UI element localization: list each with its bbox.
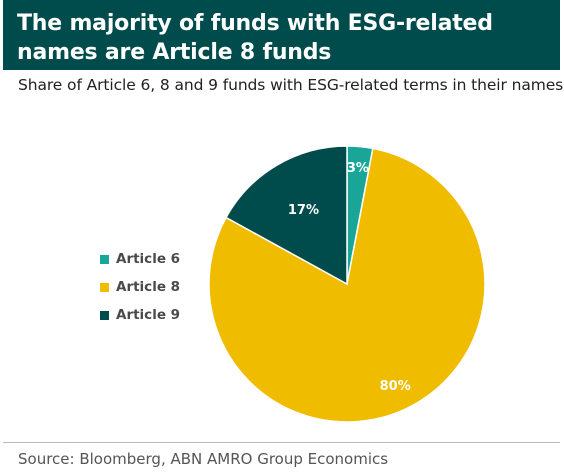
legend-swatch-article-9 bbox=[100, 310, 109, 320]
legend-label-article-6: Article 6 bbox=[116, 251, 181, 267]
slice-label-article-8: 80% bbox=[380, 379, 411, 394]
legend-item-article-9: Article 9 bbox=[100, 301, 180, 329]
footer-divider bbox=[3, 442, 560, 443]
chart-title: The majority of funds with ESG-related n… bbox=[17, 11, 493, 65]
pie-slice-article-9 bbox=[225, 145, 348, 286]
legend-item-article-8: Article 8 bbox=[100, 273, 180, 301]
source-note: Source: Bloomberg, ABN AMRO Group Econom… bbox=[18, 450, 389, 468]
slice-label-article-9: 17% bbox=[288, 203, 319, 218]
legend-label-article-9: Article 9 bbox=[116, 307, 181, 323]
legend-swatch-article-6 bbox=[100, 254, 109, 264]
legend: Article 6 Article 8 Article 9 bbox=[100, 245, 180, 329]
legend-item-article-6: Article 6 bbox=[100, 245, 180, 273]
pie-slice-article-8 bbox=[208, 147, 486, 423]
slice-label-article-6: 3% bbox=[347, 161, 369, 176]
legend-swatch-article-8 bbox=[100, 282, 109, 292]
legend-label-article-8: Article 8 bbox=[116, 279, 181, 295]
chart-subtitle: Share of Article 6, 8 and 9 funds with E… bbox=[18, 76, 564, 94]
title-bar: The majority of funds with ESG-related n… bbox=[3, 0, 560, 70]
